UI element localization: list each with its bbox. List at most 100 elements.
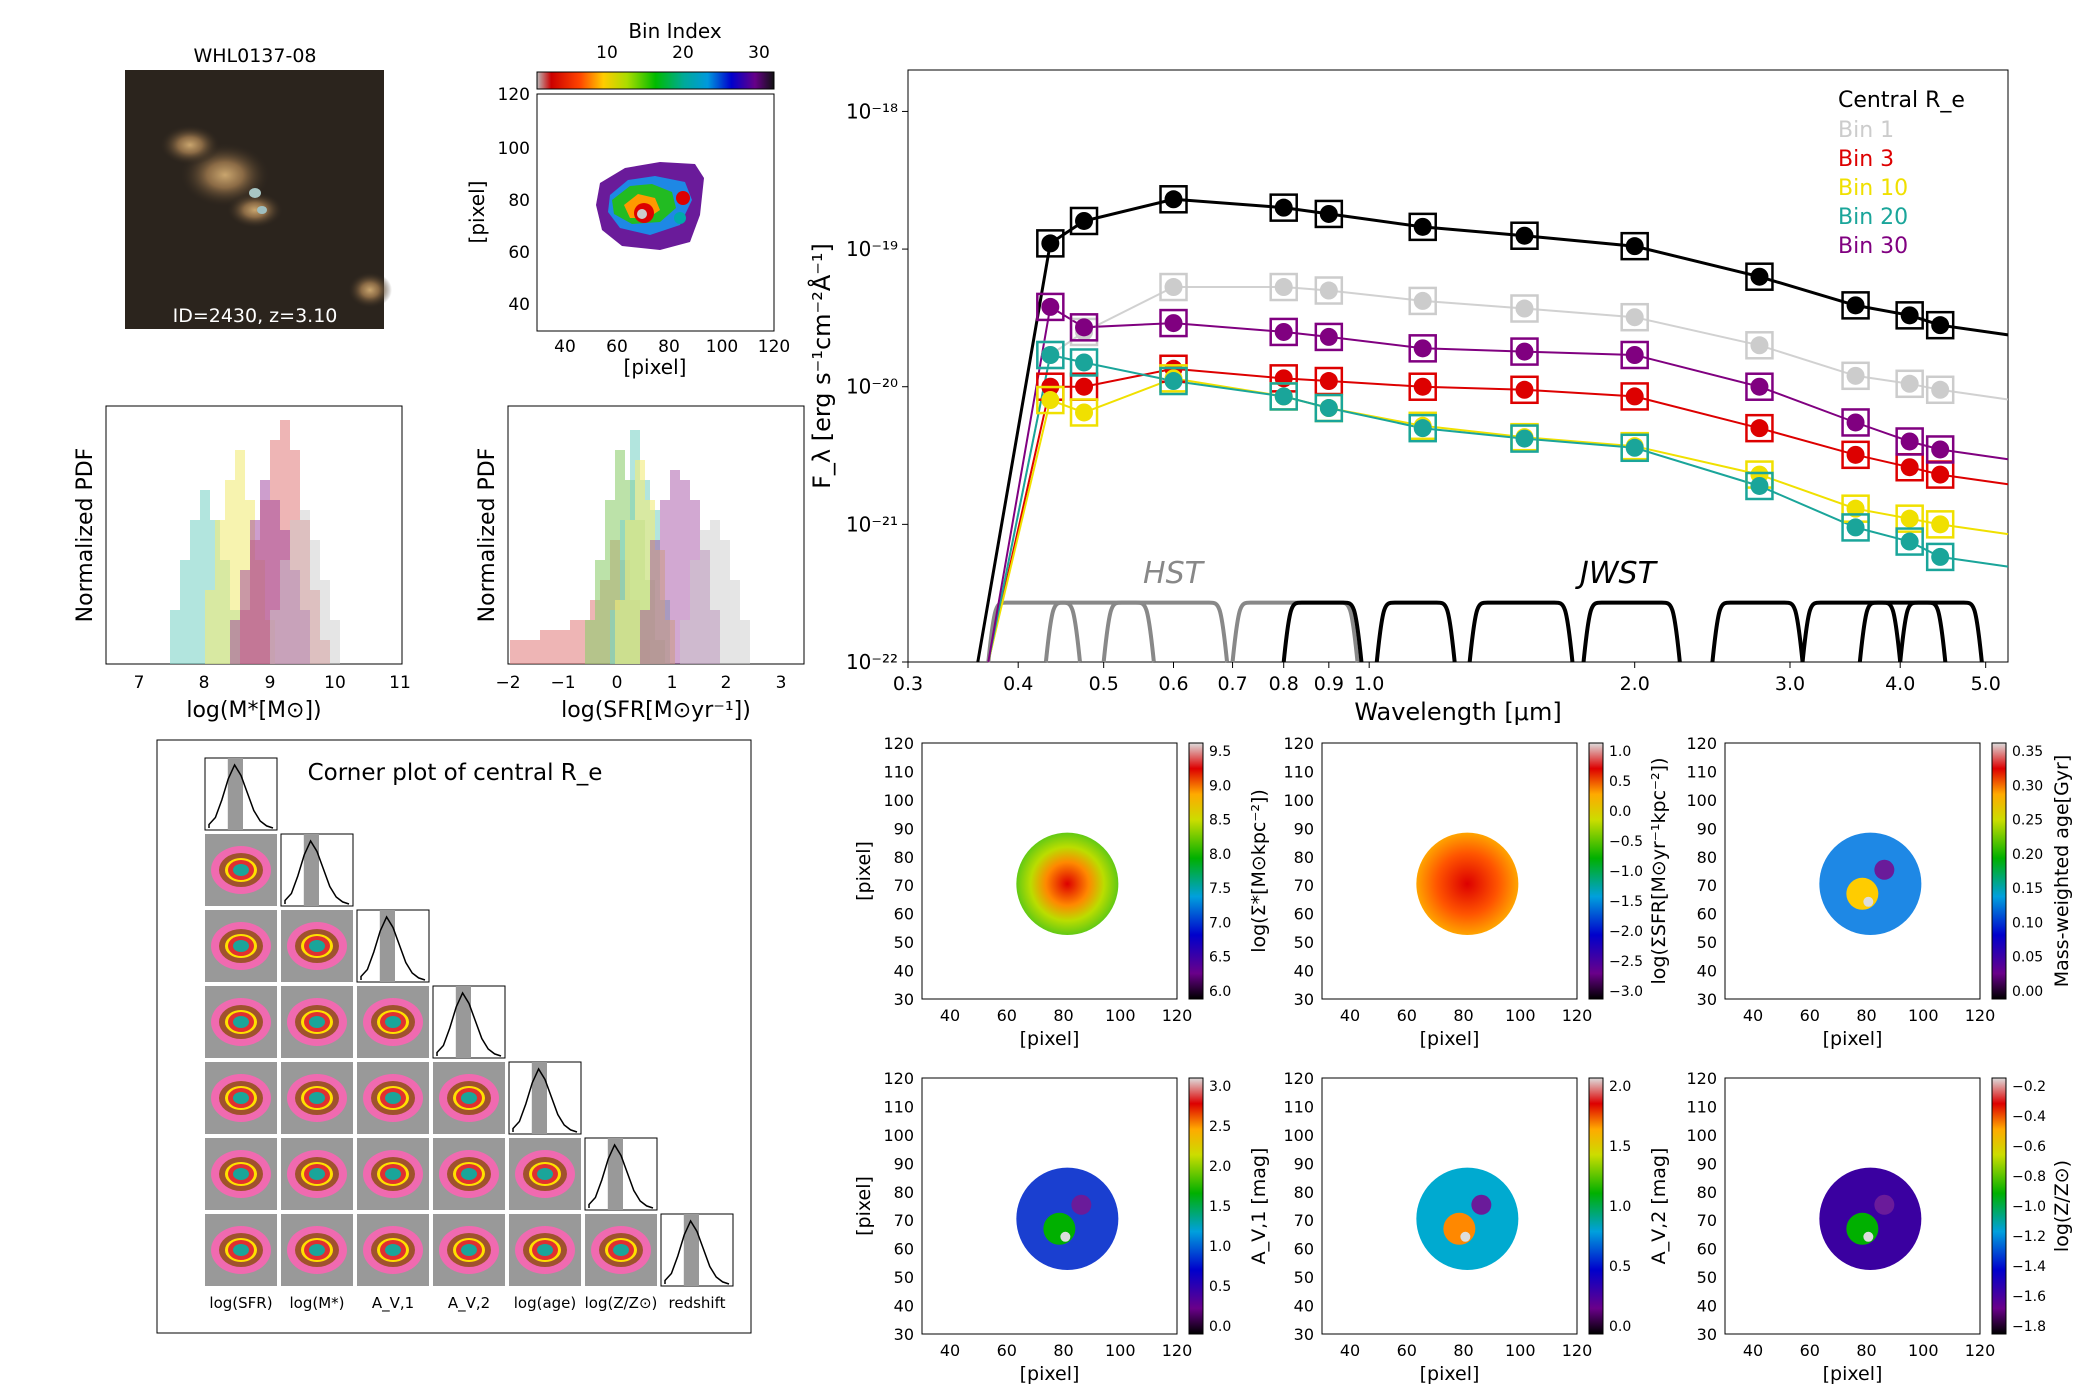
corner-param-label: log(age) xyxy=(514,1294,577,1312)
map-cbar-tick: 0.00 xyxy=(2012,984,2043,1000)
map-ytick: 110 xyxy=(1283,762,1314,781)
bin-xtick: 120 xyxy=(758,337,790,357)
corner-contour xyxy=(309,1016,325,1028)
sed-filter-curves xyxy=(986,600,1984,663)
map-feature xyxy=(1874,859,1895,880)
corner-contour xyxy=(385,1016,401,1028)
corner-contour xyxy=(233,940,249,952)
sed-model-square xyxy=(1408,286,1437,316)
map-ytick: 100 xyxy=(1283,1126,1314,1145)
sed-data-point xyxy=(1900,432,1919,451)
sfr-pdf-xlabel: log(SFR[M⊙yr⁻¹]) xyxy=(561,698,751,723)
map-ytick: 50 xyxy=(894,933,914,952)
sfr-xtick: 3 xyxy=(776,673,787,693)
sed-model-square xyxy=(1925,310,1955,340)
map-xlabel: [pixel] xyxy=(1823,1028,1883,1050)
bin-ytick: 40 xyxy=(508,295,530,315)
sed-model-square xyxy=(1745,331,1774,360)
sed-xtick-label: 0.5 xyxy=(1089,673,1119,695)
map-cbar-tick: 0.30 xyxy=(2012,778,2043,794)
sed-model-square xyxy=(1620,382,1649,411)
sed-model-square xyxy=(1895,301,1924,330)
corner-param-label: log(SFR) xyxy=(209,1294,272,1312)
map-cbar-tick: 8.0 xyxy=(1209,847,1231,863)
map-ytick: 30 xyxy=(1697,1325,1717,1344)
map-ytick: 100 xyxy=(883,791,914,810)
map-xtick: 40 xyxy=(1340,1341,1360,1360)
filter-curve xyxy=(1101,600,1230,663)
sfr-xtick: 2 xyxy=(721,673,732,693)
bin-map-ylabel: [pixel] xyxy=(465,181,489,244)
sed-data-point xyxy=(1846,445,1865,464)
sed-ytick-label: 10⁻²² xyxy=(846,650,898,674)
corner-contour xyxy=(233,864,249,876)
sed-data-point xyxy=(1413,377,1432,396)
sed-model-square xyxy=(1036,340,1065,370)
map-xtick: 100 xyxy=(1908,1341,1939,1360)
sed-model-square xyxy=(1510,221,1539,250)
corner-hist-interval xyxy=(379,910,395,982)
map-feature xyxy=(1874,1194,1895,1215)
sed-model-square xyxy=(1745,262,1774,291)
sed-model-square xyxy=(1408,212,1437,242)
map-xtick: 100 xyxy=(1505,1006,1536,1025)
sed-data-point xyxy=(1274,278,1293,297)
map-cbar-tick: 0.35 xyxy=(2012,744,2043,760)
map-ytick: 110 xyxy=(1686,762,1717,781)
sed-model-square xyxy=(1269,317,1298,347)
map-ytick: 50 xyxy=(1697,1268,1717,1287)
map-xtick: 60 xyxy=(1800,1006,1820,1025)
legend-entry: Bin 1 xyxy=(1838,118,1894,143)
sed-model-square xyxy=(1036,292,1065,322)
sed-model-square xyxy=(1895,504,1924,533)
sed-model-square xyxy=(1841,291,1870,320)
map-ytick: 80 xyxy=(1294,1183,1314,1202)
map-xlabel: [pixel] xyxy=(1420,1028,1480,1050)
corner-param-label: log(Z/Z⊙) xyxy=(585,1294,658,1312)
mass-pdf-xticks: 7 8 9 10 11 xyxy=(134,673,411,693)
map-ytick: 40 xyxy=(1697,962,1717,981)
sed-data-point xyxy=(1413,217,1432,236)
corner-contour xyxy=(385,1168,401,1180)
map-cbar-label: log(Z/Z⊙) xyxy=(2051,1160,2073,1252)
map-ytick: 90 xyxy=(1294,1154,1314,1173)
map-xtick: 80 xyxy=(1053,1341,1073,1360)
sed-model-line xyxy=(987,286,2009,663)
sed-data-point xyxy=(1041,391,1060,410)
map-xtick: 100 xyxy=(1505,1341,1536,1360)
sed-model-line xyxy=(987,367,2009,663)
map-ytick: 90 xyxy=(894,1154,914,1173)
sed-model-square xyxy=(1408,372,1437,401)
map-xtick: 80 xyxy=(1453,1341,1473,1360)
sed-model-line xyxy=(987,353,2009,663)
corner-contour xyxy=(537,1168,553,1180)
corner-hist-interval xyxy=(303,834,319,906)
corner-contour xyxy=(309,1244,325,1256)
map-xtick: 40 xyxy=(1743,1006,1763,1025)
map-feature xyxy=(1471,1194,1492,1215)
sed-model-square xyxy=(1895,527,1924,556)
map-ytick: 120 xyxy=(1686,734,1717,753)
map-colorbar xyxy=(1188,742,1204,1000)
bin-ytick: 80 xyxy=(508,191,530,211)
galaxy-image xyxy=(125,70,392,329)
sed-model-square xyxy=(1895,427,1924,456)
sed-model-square xyxy=(1269,193,1298,222)
sed-model-square xyxy=(1510,294,1539,323)
sed-data-point xyxy=(1274,387,1293,406)
sed-data-point xyxy=(1900,458,1919,477)
map-colorbar xyxy=(1588,1077,1604,1335)
sed-model-square xyxy=(1159,308,1188,338)
sed-data-point xyxy=(1041,234,1060,253)
sed-ytick-label: 10⁻²¹ xyxy=(846,512,898,536)
legend-entry: Bin 10 xyxy=(1838,176,1908,201)
corner-param-label: redshift xyxy=(669,1294,726,1312)
sed-model-square xyxy=(1841,361,1870,391)
map-cbar-tick: 0.25 xyxy=(2012,813,2043,829)
corner-contour xyxy=(309,1092,325,1104)
sed-model-square xyxy=(1620,302,1649,332)
sed-model-square xyxy=(1841,513,1870,542)
corner-hist-interval xyxy=(607,1138,623,1210)
map-xtick: 100 xyxy=(1105,1341,1136,1360)
sed-xtick-label: 0.4 xyxy=(1003,673,1033,695)
